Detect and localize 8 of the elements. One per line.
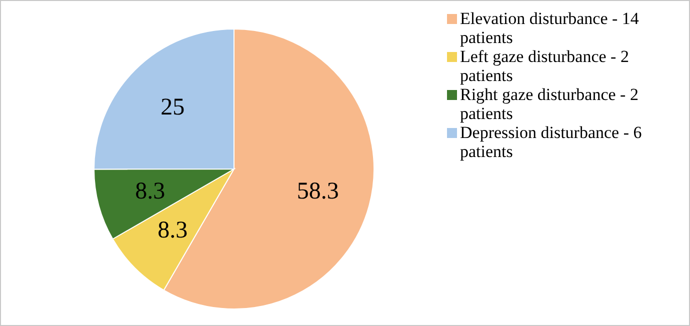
legend-label: Elevation disturbance - 14 patients <box>460 9 640 47</box>
legend-label: Right gaze disturbance - 2 patients <box>460 85 640 123</box>
legend-label: Left gaze disturbance - 2 patients <box>460 47 630 85</box>
data-label: 58.3 <box>296 178 339 205</box>
data-label: 8.3 <box>135 178 166 205</box>
data-label: 8.3 <box>158 217 188 244</box>
data-label: 25 <box>160 94 185 121</box>
legend-label: Depression disturbance - 6 patients <box>460 123 643 161</box>
